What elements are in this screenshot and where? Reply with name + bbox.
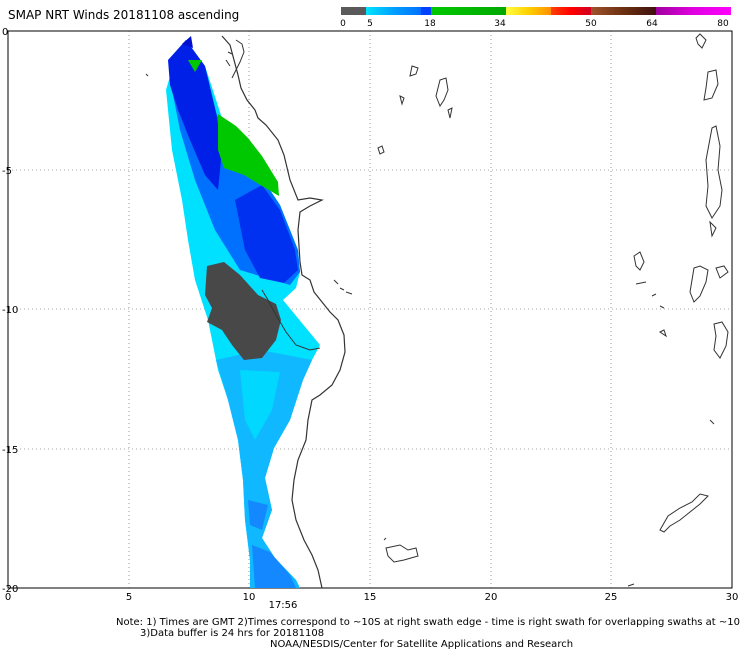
x-tick-0: 0 <box>5 592 11 603</box>
x-tick-25: 25 <box>605 592 618 603</box>
colorbar-segment-blue <box>421 7 431 15</box>
swath-green-small <box>188 60 202 72</box>
y-tick-minus-10: -10 <box>2 305 18 316</box>
note-line-2: 3)Data buffer is 24 hrs for 20181108 <box>140 628 325 639</box>
colorbar-segment-green <box>431 7 506 15</box>
colorbar-segment-gray <box>341 7 366 15</box>
x-tick-15: 15 <box>364 592 377 603</box>
swath-dark-blue-north <box>168 40 222 190</box>
y-tick-minus-20: -20 <box>2 584 18 595</box>
colorbar-segment-cyan-blue <box>366 7 421 15</box>
note-line-1: Note: 1) Times are GMT 2)Times correspon… <box>116 617 740 628</box>
coastline-africa <box>221 35 346 589</box>
map-frame <box>7 30 733 589</box>
swath-cyan-inner <box>240 370 280 440</box>
swath-no-data-gray <box>205 262 281 360</box>
swath-time-label: 17:56 <box>269 600 298 611</box>
y-tick-minus-15: -15 <box>2 445 18 456</box>
colorbar-label-0: 0 <box>340 19 346 29</box>
colorbar-segment-yellow-orange <box>506 7 551 15</box>
colorbar-label-34: 34 <box>494 19 506 29</box>
colorbar-segment-brown <box>591 7 656 15</box>
y-tick-minus-5: -5 <box>2 166 12 177</box>
map-gridlines <box>8 31 732 588</box>
swath-green-coastal <box>218 114 279 196</box>
credit-line: NOAA/NESDIS/Center for Satellite Applica… <box>270 639 574 650</box>
swath-blue-lower-2 <box>248 500 268 530</box>
swath-dark-blue-center <box>235 185 298 283</box>
swath-light-blue <box>216 350 312 588</box>
colorbar-label-80: 80 <box>717 19 729 29</box>
x-tick-10: 10 <box>243 592 256 603</box>
map-title: SMAP NRT Winds 20181108 ascending <box>8 8 240 22</box>
colorbar-label-50: 50 <box>585 19 597 29</box>
colorbar-label-64: 64 <box>646 19 658 29</box>
coastline-fragments <box>145 33 729 587</box>
coastline-africa-inner <box>261 289 321 351</box>
y-tick-0: 0 <box>2 27 8 38</box>
colorbar-segment-purple <box>656 7 731 15</box>
swath-dark-blue-tip <box>182 36 193 48</box>
colorbar-label-5: 5 <box>367 19 373 29</box>
swath-blue-lower <box>252 545 296 588</box>
colorbar-label-18: 18 <box>424 19 436 29</box>
wind-swath <box>166 36 320 588</box>
x-tick-5: 5 <box>126 592 132 603</box>
x-tick-30: 30 <box>726 592 739 603</box>
coastline-upper-fragment <box>225 39 245 79</box>
x-tick-20: 20 <box>485 592 498 603</box>
colorbar-segment-red <box>551 7 591 15</box>
